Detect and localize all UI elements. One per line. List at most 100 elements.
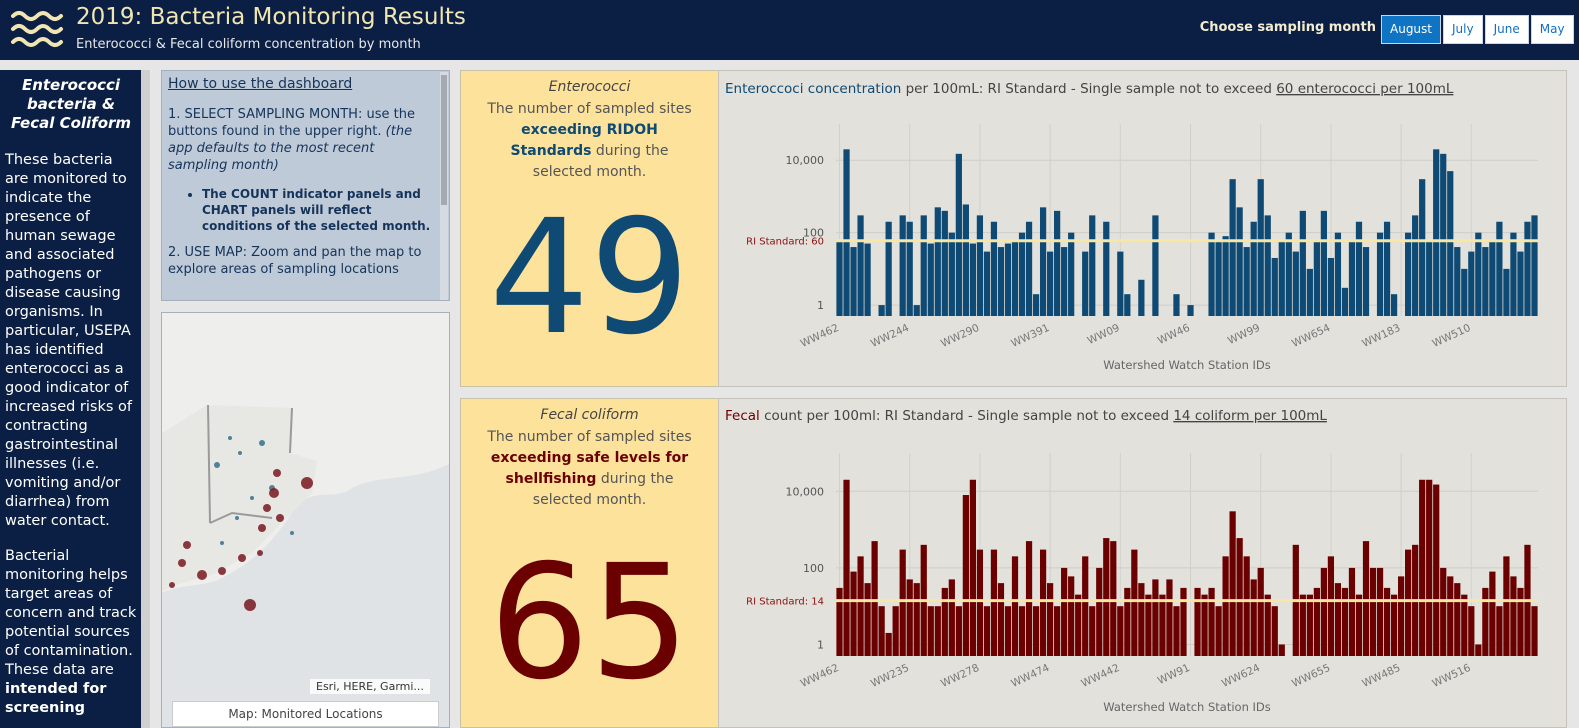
map-caption[interactable]: Map: Monitored Locations: [172, 701, 439, 727]
x-tick-label: WW654: [1290, 322, 1332, 350]
bar: [1433, 149, 1440, 316]
bar: [1383, 587, 1391, 656]
bar: [1405, 232, 1412, 316]
text-bold: exceeding safe levels for shellfishing: [490, 450, 689, 487]
logo: [11, 11, 63, 47]
bar: [948, 232, 955, 316]
bar: [990, 221, 998, 316]
bar: [1032, 606, 1040, 656]
step-text: use the buttons found in the upper right…: [168, 107, 415, 139]
bar: [1383, 221, 1391, 316]
bar: [1124, 587, 1131, 656]
bar: [885, 632, 892, 656]
bar: [906, 579, 913, 656]
bar: [1334, 232, 1342, 316]
bar: [1215, 240, 1222, 316]
sidebar-text: Bacterial monitoring helps target areas …: [5, 547, 137, 718]
bullet: The COUNT indicator panels and CHART pan…: [202, 186, 435, 234]
bar: [1419, 479, 1426, 656]
bar: [1355, 221, 1363, 316]
month-button[interactable]: June: [1484, 15, 1529, 44]
x-tick-label: WW442: [1080, 662, 1122, 690]
bar: [1468, 251, 1475, 316]
bar: [1159, 594, 1166, 656]
bar: [1313, 587, 1320, 656]
bar: [1475, 644, 1482, 656]
bar: [1426, 240, 1433, 316]
bar: [941, 210, 948, 316]
month-button[interactable]: July: [1443, 15, 1483, 44]
bar: [1054, 606, 1061, 656]
bar: [1278, 644, 1285, 656]
bar: [997, 583, 1005, 656]
bar: [1075, 594, 1082, 656]
scroll-thumb[interactable]: [441, 75, 447, 205]
bullet-list: The COUNT indicator panels and CHART pan…: [168, 186, 435, 234]
x-tick-label: WW09: [1086, 322, 1122, 347]
bar: [1278, 240, 1285, 316]
bar: [1208, 587, 1215, 656]
bar: [1187, 305, 1194, 316]
bar: [1503, 268, 1510, 316]
month-button[interactable]: May: [1530, 15, 1574, 44]
month-button[interactable]: August: [1381, 15, 1441, 44]
bar: [1201, 594, 1208, 656]
bar: [899, 549, 906, 656]
x-tick-label: WW485: [1360, 662, 1402, 690]
bar: [1061, 567, 1068, 656]
bar: [1222, 236, 1229, 316]
bar: [976, 215, 984, 316]
bar: [1320, 567, 1327, 656]
bar: [934, 606, 941, 656]
subtitle: Enterococci & Fecal coliform concentrati…: [76, 37, 421, 52]
bar: [1320, 210, 1327, 316]
bar: [1271, 257, 1278, 316]
bar: [1257, 567, 1264, 656]
map-attribution: Esri, HERE, Garmi...: [310, 679, 430, 694]
map[interactable]: Esri, HERE, Garmi... Map: Monitored Loca…: [161, 312, 450, 728]
bar: [1096, 567, 1103, 656]
x-tick-label: WW235: [869, 662, 911, 690]
bar: [1503, 556, 1510, 656]
bar: [892, 606, 899, 656]
bar: [857, 556, 864, 656]
bar: [1334, 583, 1342, 656]
bar: [1152, 215, 1159, 316]
y-tick-label: 100: [803, 562, 824, 575]
y-tick-label: 1: [817, 299, 824, 312]
text-bold: intended for screening: [5, 681, 107, 716]
text: during the selected month.: [532, 471, 674, 508]
scrollbar[interactable]: [141, 70, 150, 728]
title-underlined: 14 coliform per 100mL: [1173, 408, 1327, 424]
bar: [1180, 587, 1187, 656]
bar: [1531, 606, 1538, 656]
bar: [1517, 251, 1524, 316]
title-colored: Fecal: [725, 408, 760, 424]
bar: [1173, 606, 1180, 656]
text: during the selected month.: [532, 143, 669, 180]
bar: [934, 207, 941, 316]
title-text: count per 100ml: RI Standard - Single sa…: [764, 408, 1169, 424]
bar: [1152, 579, 1159, 656]
bar: [927, 606, 934, 656]
chart-panel: Fecal count per 100ml: RI Standard - Sin…: [718, 398, 1567, 728]
bar: [1011, 240, 1019, 316]
x-tick-label: WW510: [1431, 322, 1473, 350]
indicator-label: Enterococci: [548, 79, 631, 95]
bar: [836, 240, 843, 316]
bar: [1131, 549, 1138, 656]
bar: [941, 587, 948, 656]
bar: [913, 305, 920, 316]
title-underlined: 60 enterococci per 100mL: [1276, 81, 1454, 97]
bar: [1461, 594, 1468, 656]
bar: [1039, 549, 1047, 656]
bar: [1194, 587, 1201, 656]
bar: [1405, 549, 1412, 656]
bar: [899, 215, 906, 316]
bar: [1138, 583, 1145, 656]
bar: [1475, 232, 1482, 316]
bar: [1047, 251, 1054, 316]
x-tick-label: WW290: [939, 322, 981, 350]
bar: [1250, 221, 1257, 316]
bar: [1004, 606, 1012, 656]
